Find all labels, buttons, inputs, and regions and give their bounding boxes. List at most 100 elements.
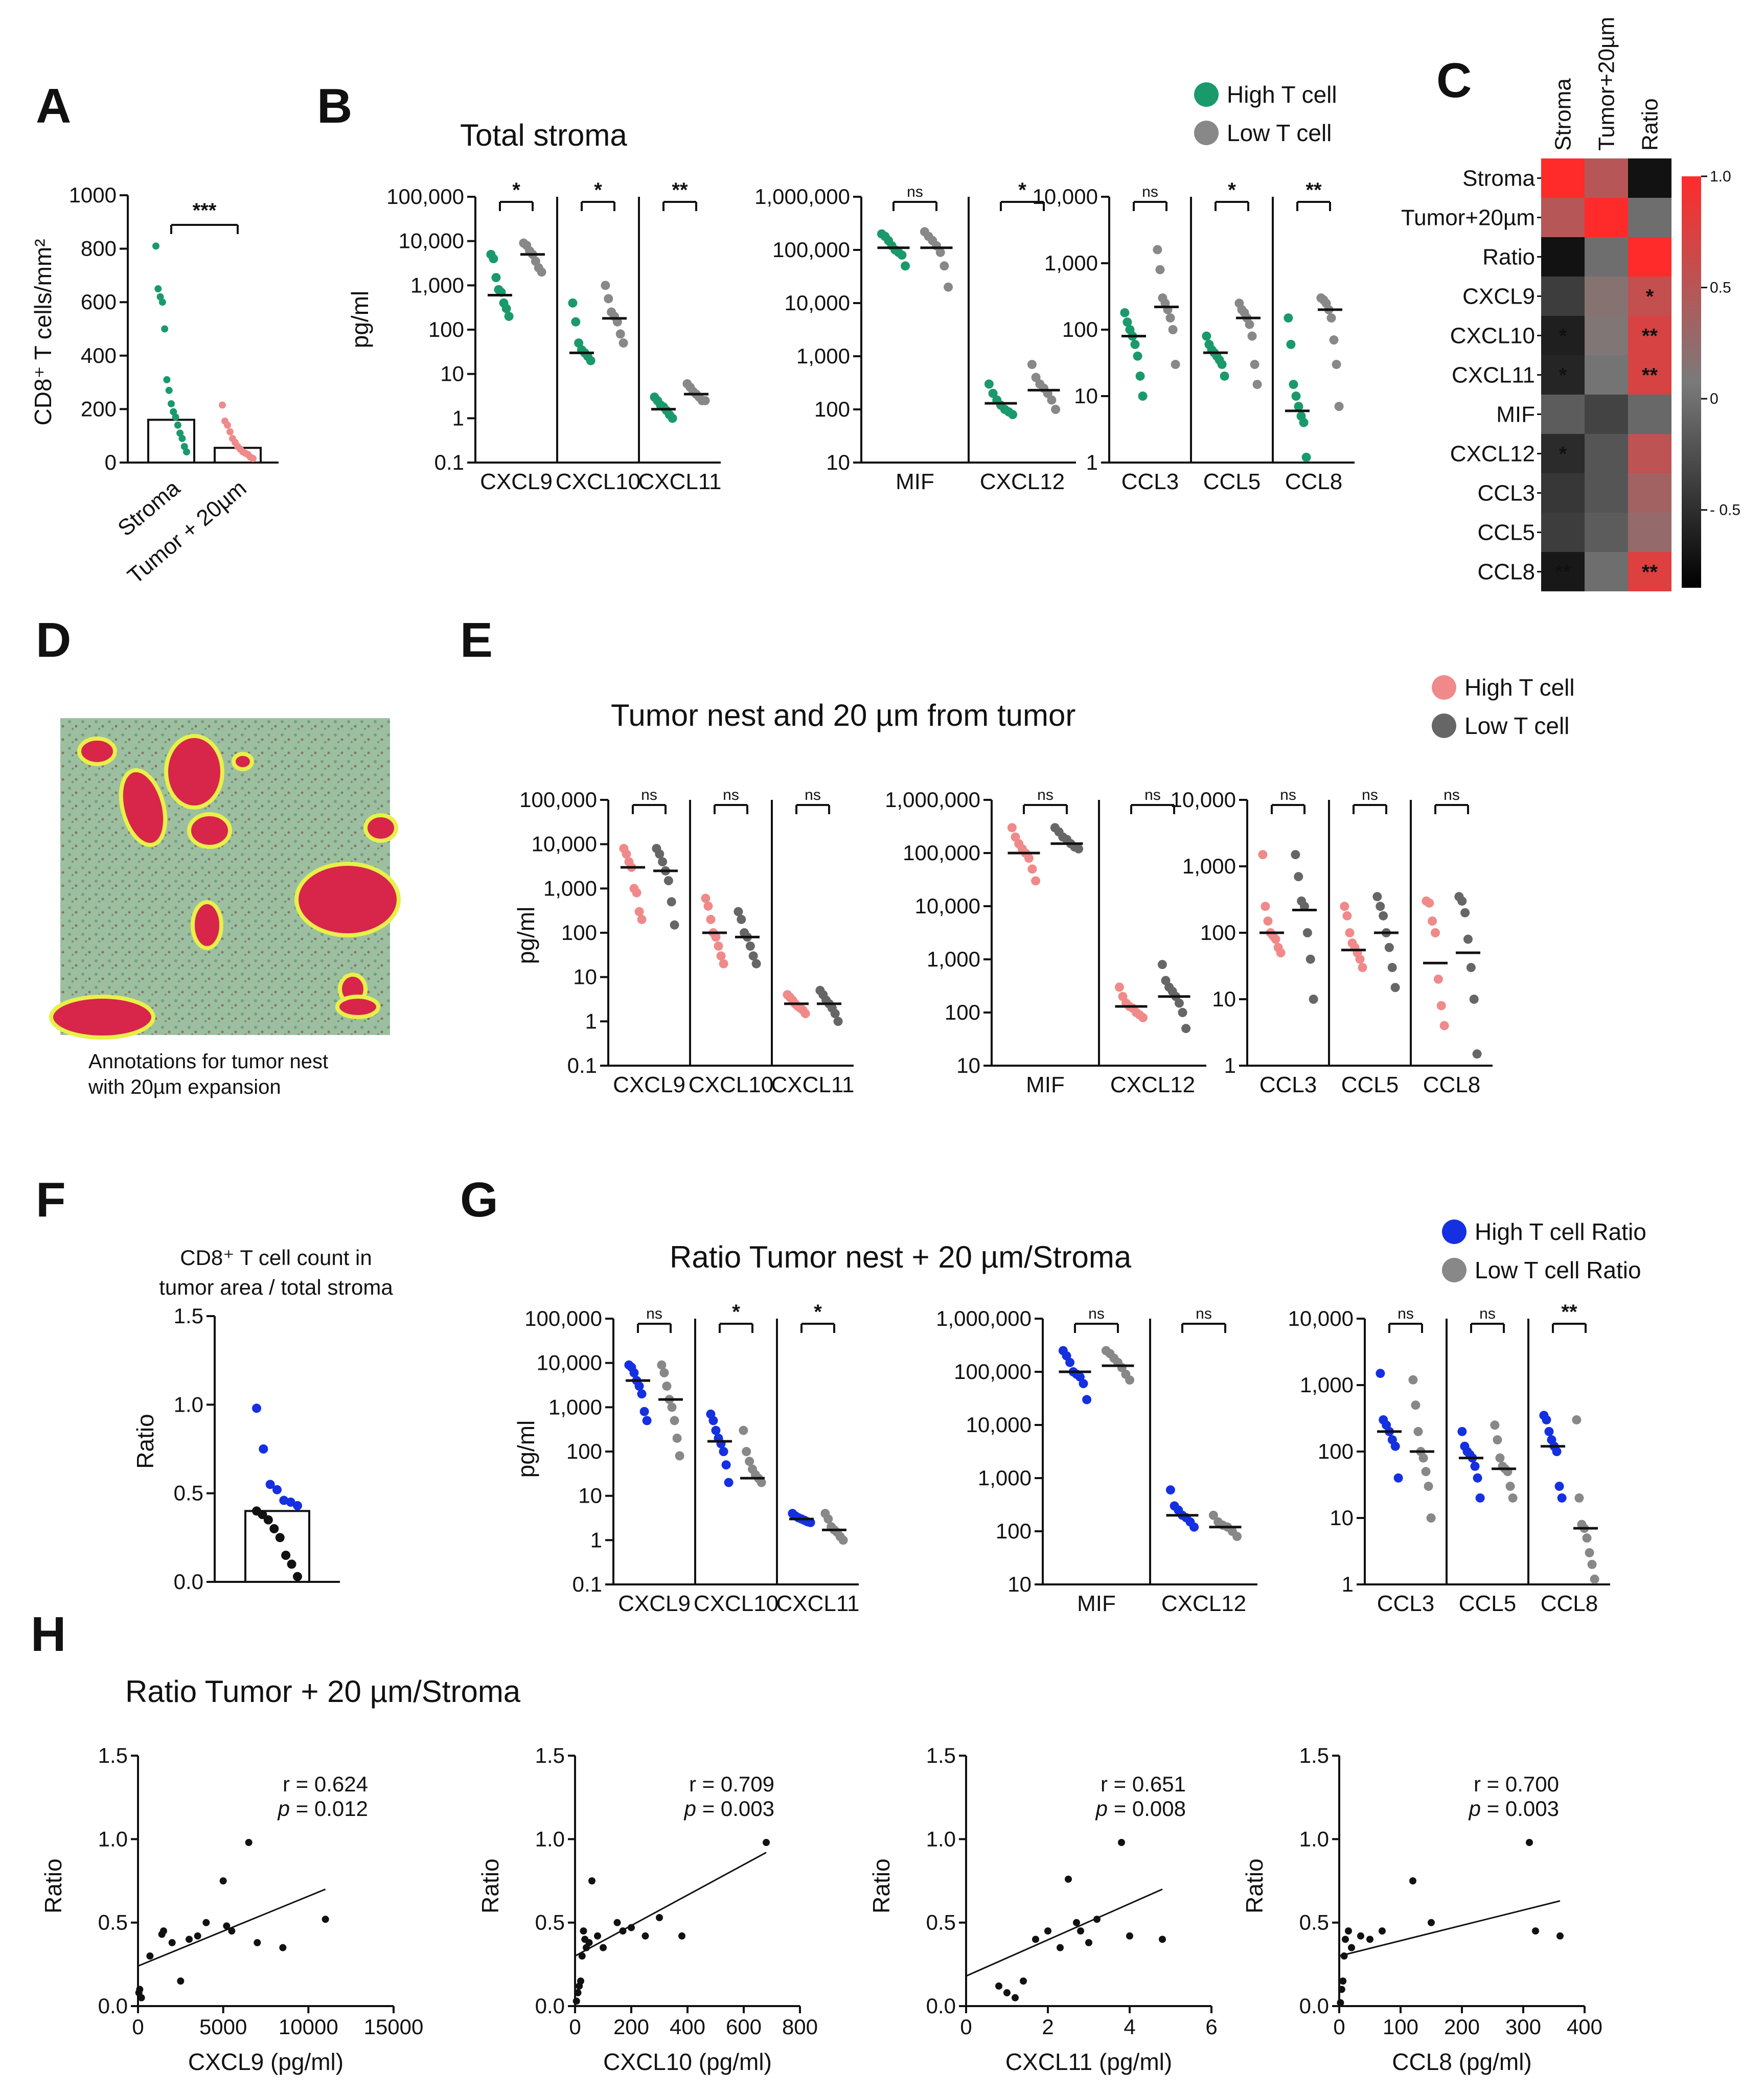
panel-label-E: E (460, 613, 493, 668)
H-plot1-point (585, 1939, 593, 1946)
H-plot1-point (613, 1919, 621, 1926)
panel-G-group0-tick-label: 10 (578, 1484, 602, 1508)
H-plot0-xtick-label: 10000 (279, 2015, 338, 2039)
panel-B-group0-point-high (491, 273, 501, 283)
A-tick-label: 800 (81, 237, 117, 261)
panel-G-group1-category-label: CXCL12 (1161, 1591, 1246, 1616)
H-plot3-xtick-label: 300 (1505, 2015, 1541, 2039)
heatmap-cell (1585, 237, 1628, 277)
H-plot0-point (177, 1977, 185, 1985)
panel-E-group2-point-low (1457, 896, 1467, 906)
H-plot1-point (642, 1932, 649, 1940)
panel-E-group1-point-high (1027, 864, 1037, 874)
panel-G-group2-category-label: CCL8 (1541, 1591, 1598, 1616)
A-point-stroma (163, 376, 171, 383)
panel-E-group0-point-low (833, 1017, 843, 1026)
legend-label-E: High T cell (1464, 674, 1575, 701)
H-plot2-p-symbol: p (1095, 1797, 1114, 1821)
heatmap-cell (1541, 355, 1585, 395)
panel-E-group0-tick-label: 100,000 (519, 788, 597, 812)
panel-B-group0-category-label: CXCL10 (556, 469, 640, 494)
H-plot3-point (1348, 1944, 1355, 1951)
A-point-stroma (178, 434, 186, 442)
H-plot2-point (1077, 1927, 1084, 1935)
panel-E-group2-point-high (1358, 962, 1367, 972)
panel-G-group2-tick-label: 1,000 (1300, 1373, 1354, 1397)
panel-E-group2-point-low (1384, 942, 1394, 952)
chart-title-E: Tumor nest and 20 µm from tumor (611, 698, 1075, 732)
panel-G-group2-point-low (1574, 1493, 1584, 1503)
F-point-low (263, 1515, 273, 1525)
panel-E-group2-point-high (1439, 1021, 1449, 1030)
H-plot3-point (1338, 1986, 1345, 1993)
panel-G-group1-point-high (1165, 1485, 1175, 1495)
panel-G-group0-point-low (657, 1360, 667, 1370)
panel-B-group2-category-label: CCL5 (1203, 469, 1261, 494)
panel-E-group1-point-low (1174, 998, 1184, 1008)
panel-E-group2-point-high (1342, 911, 1352, 921)
panel-G-group0-point-low (672, 1433, 682, 1443)
panel-E-group1-point-high (1007, 823, 1017, 833)
F-point-low (275, 1533, 285, 1543)
H-plot0-point (160, 1927, 167, 1935)
panel-E-group2-sig: ns (1280, 787, 1296, 803)
image-caption-line-2: with 20µm expansion (88, 1076, 281, 1098)
panel-E-group2-point-high (1425, 898, 1434, 908)
panel-G-group0-tick-label: 100 (566, 1439, 602, 1463)
heatmap-cell (1628, 434, 1671, 473)
H-plot3-ytick-label: 1.0 (1299, 1827, 1329, 1851)
H-plot0-ytick-label: 1.0 (98, 1827, 128, 1851)
A-point-stroma (172, 413, 179, 421)
panel-E-group2-point-low (1376, 902, 1385, 911)
panel-G-group2-point-low (1413, 1426, 1423, 1436)
heatmap-cell (1628, 198, 1671, 237)
F-point-low (258, 1510, 267, 1520)
panel-G-group2-point-high (1376, 1369, 1385, 1378)
A-point-stroma (176, 429, 184, 437)
panel-G-group0-point-low (823, 1514, 833, 1524)
H-plot0-p-symbol: p (277, 1797, 296, 1821)
F-tick-label: 1.5 (174, 1304, 203, 1328)
panel-B-group2-tick-label: 100 (1062, 317, 1098, 341)
panel-G-group2-tick-label: 100 (1318, 1439, 1354, 1463)
panel-G-group0-category-label: CXCL11 (776, 1591, 859, 1616)
H-plot1-point (594, 1932, 601, 1940)
chart-title-B: Total stroma (460, 118, 627, 152)
H-plot0-point (279, 1944, 287, 1951)
panel-B-group0-sig: ** (672, 179, 688, 201)
H-plot0-p-text: = 0.012 (296, 1797, 368, 1821)
H-plot0-point (322, 1916, 329, 1923)
tissue-image-D (49, 718, 401, 1040)
panel-E-group1-sig: ns (1037, 787, 1053, 803)
panel-B-group2-category-label: CCL8 (1285, 469, 1343, 494)
panel-E-group0-point-low (734, 907, 743, 916)
panel-E-group0-category-label: CXCL9 (613, 1072, 685, 1097)
H-plot3-p-text: = 0.003 (1487, 1797, 1559, 1821)
F-tick-label: 0.0 (174, 1570, 203, 1594)
heatmap-cell (1541, 434, 1585, 473)
panel-B-group0-sig: * (594, 179, 602, 201)
panel-E-group2-point-low (1463, 934, 1473, 944)
panel-G-group1-sig: ns (1088, 1305, 1105, 1322)
panel-B-group2-point-low (1332, 359, 1341, 369)
panel-E-group2-point-low (1379, 911, 1388, 921)
F-point-high (272, 1485, 282, 1494)
panel-G-group0-point-low (742, 1447, 751, 1456)
panel-G-group2-point-low (1493, 1435, 1502, 1445)
panel-E-group2-point-low (1387, 962, 1397, 972)
panel-label-A: A (36, 79, 71, 133)
panel-E-group1-point-low (1178, 1008, 1187, 1017)
H-plot0-point (223, 1922, 231, 1930)
F-point-high (265, 1480, 275, 1489)
panel-G-group0-point-high (637, 1389, 647, 1399)
heatmap-cell (1628, 552, 1671, 591)
colorbar (1682, 176, 1701, 588)
panel-B-group1-point-low (944, 282, 953, 292)
A-point-tumor (226, 428, 234, 435)
panel-G-group0-point-high (639, 1407, 649, 1416)
panel-B-group1-point-high (901, 261, 910, 271)
panel-B-group0-tick-label: 100,000 (386, 185, 464, 209)
panel-G-group1-point-high (1082, 1395, 1092, 1405)
legend-marker-B (1194, 82, 1219, 107)
F-point-high (259, 1444, 268, 1454)
